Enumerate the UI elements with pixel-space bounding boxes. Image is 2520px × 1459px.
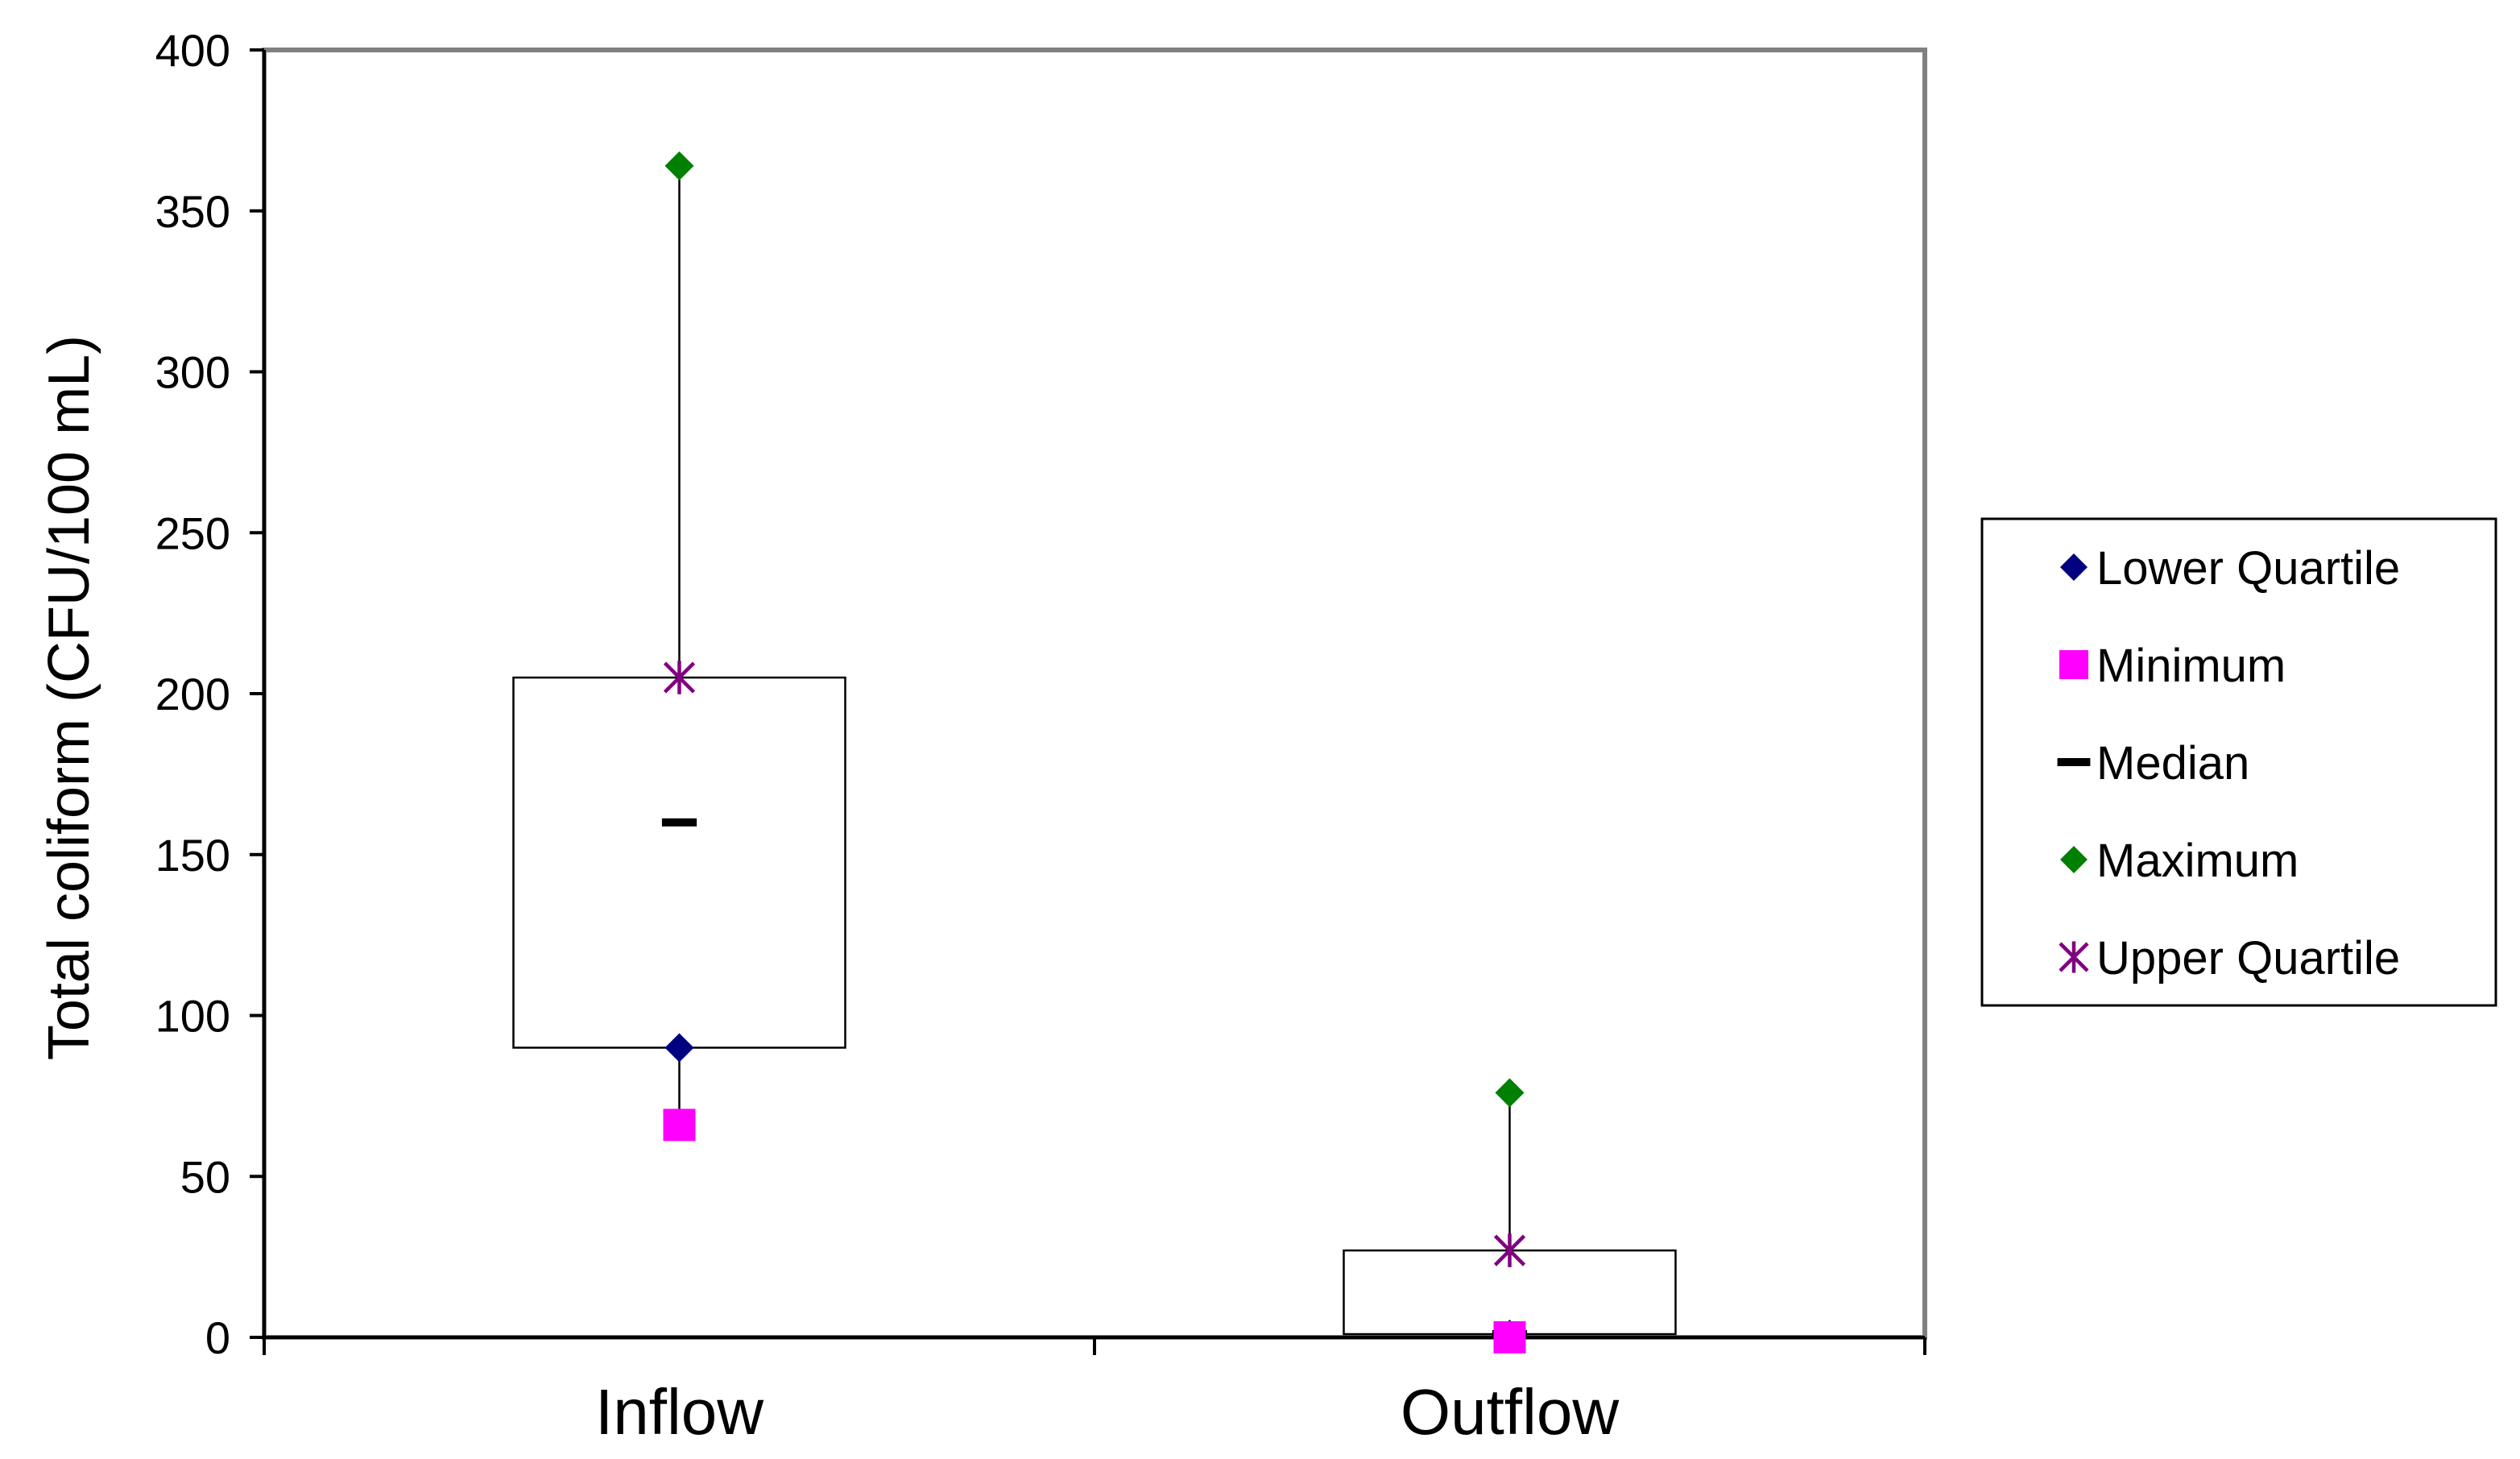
upper-quartile-marker [663, 661, 696, 694]
box-outflow [1343, 1078, 1677, 1353]
y-tick-label: 100 [155, 991, 230, 1042]
boxes [512, 151, 1677, 1353]
y-tick-label: 200 [155, 669, 230, 719]
legend-item-maximum: Maximum [2060, 835, 2299, 887]
legend-marker [2059, 941, 2089, 973]
legend-marker [2057, 758, 2091, 766]
lower-quartile-marker [664, 1033, 694, 1063]
legend-label: Median [2096, 737, 2249, 790]
legend-label: Minimum [2096, 640, 2286, 692]
legend-item-median: Median [2057, 737, 2249, 790]
y-tick-label: 250 [155, 508, 230, 558]
legend-item-minimum: Minimum [2059, 640, 2286, 692]
minimum-marker [1493, 1321, 1526, 1353]
x-axis: Inflow Outflow [263, 1336, 1926, 1448]
upper-quartile-marker [1493, 1233, 1526, 1267]
y-axis: 0 50 100 150 200 250 300 350 400 [155, 25, 266, 1363]
legend-marker [2060, 553, 2088, 581]
y-tick-label: 350 [155, 186, 230, 237]
legend-label: Maximum [2096, 835, 2299, 887]
legend-marker [2059, 650, 2088, 679]
maximum-marker [1495, 1078, 1525, 1108]
legend-item-upper-quartile: Upper Quartile [2059, 932, 2400, 984]
y-tick-label: 150 [155, 830, 230, 881]
legend-label: Upper Quartile [2096, 932, 2400, 984]
y-tick-label: 0 [205, 1312, 230, 1363]
maximum-marker [664, 151, 694, 180]
median-marker [661, 818, 697, 827]
x-tick-label: Outflow [1401, 1376, 1619, 1448]
legend-marker [2060, 846, 2088, 873]
legend: Lower Quartile Minimum Median Maximum Upper … [1980, 517, 2497, 1007]
x-tick-label: Inflow [595, 1376, 763, 1448]
iqr-box [512, 676, 846, 1049]
y-tick-label: 400 [155, 25, 230, 76]
box-inflow [512, 151, 846, 1142]
legend-item-lower-quartile: Lower Quartile [2060, 542, 2400, 595]
y-axis-label: Total coliform (CFU/100 mL) [37, 335, 101, 1060]
legend-label: Lower Quartile [2096, 542, 2400, 595]
y-tick-label: 50 [180, 1151, 230, 1202]
y-tick-label: 300 [155, 347, 230, 398]
minimum-marker [663, 1109, 696, 1142]
